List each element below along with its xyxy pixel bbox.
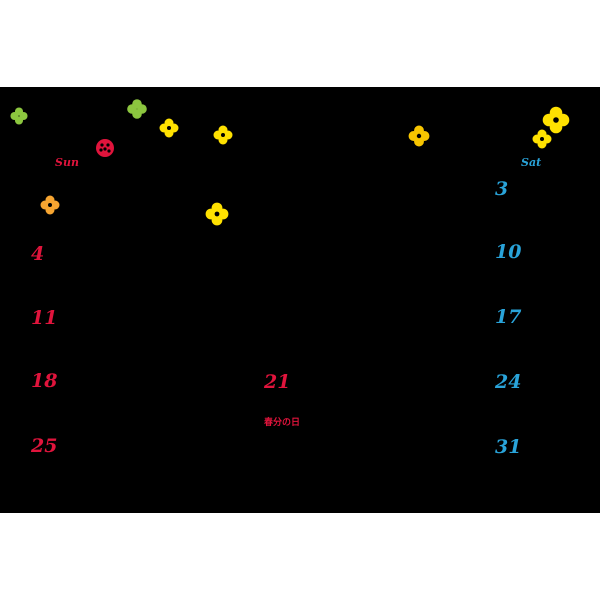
day-number-sunday: 25 [31,435,58,457]
day-number-saturday: 17 [495,306,522,328]
day-number-saturday: 31 [495,436,522,458]
flower-icon [213,125,233,145]
day-number-sunday: 18 [31,370,58,392]
flower-icon [205,202,229,226]
day-number-saturday: 24 [495,371,522,393]
ladybug-icon [96,139,114,157]
flower-icon [408,125,430,147]
holiday-label: 春分の日 [264,418,301,428]
weekday-header-sun: Sun [55,156,79,169]
clover-icon [127,99,147,119]
flower-icon [159,118,179,138]
calendar-board: Sun Sat 4 11 18 25 3 10 17 24 31 21 春分の日 [0,87,600,513]
flower-icon [40,195,60,215]
flower-icon [532,129,552,149]
weekday-header-sat: Sat [521,156,542,169]
day-number-saturday: 3 [495,178,509,200]
day-number-holiday: 21 [264,371,291,393]
flower-icon [542,106,570,134]
day-number-saturday: 10 [495,241,522,263]
day-number-sunday: 11 [31,307,58,329]
clover-icon [10,107,28,125]
day-number-sunday: 4 [31,243,45,265]
